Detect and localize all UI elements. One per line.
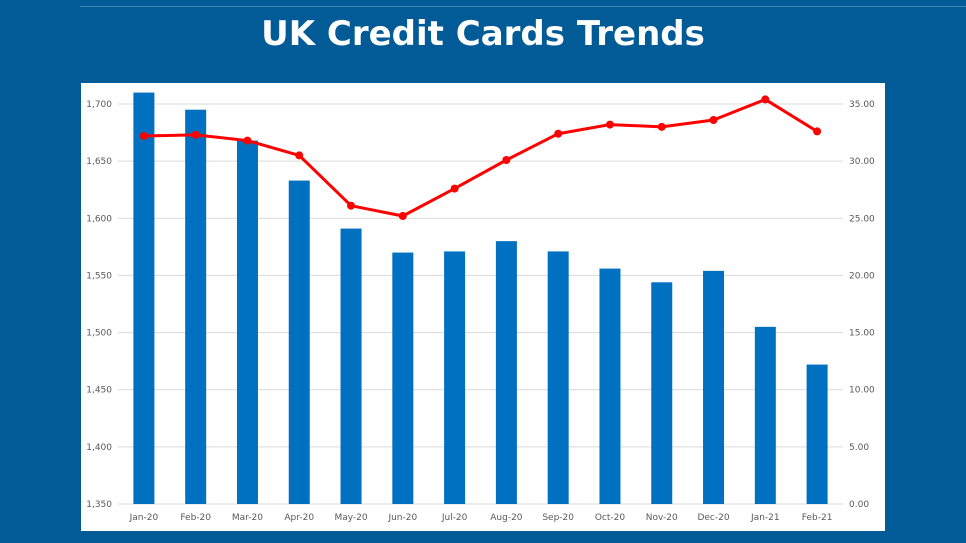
x-axis-tick-label: Feb-20 xyxy=(180,513,211,523)
left-axis-tick-label: 1,400 xyxy=(86,443,112,453)
left-axis-tick-label: 1,600 xyxy=(86,214,112,224)
x-axis-tick-label: Nov-20 xyxy=(646,513,678,523)
x-axis-tick-label: Feb-21 xyxy=(802,513,833,523)
right-axis-tick-label: 15.00 xyxy=(849,329,875,339)
bar xyxy=(703,270,725,504)
bar xyxy=(133,92,155,505)
x-axis-tick-label: Jan-21 xyxy=(750,513,780,523)
left-axis-tick-label: 1,650 xyxy=(86,157,112,167)
right-axis-tick-label: 0.00 xyxy=(849,500,869,510)
x-axis-tick-label: Jan-20 xyxy=(129,513,159,523)
bar xyxy=(754,326,776,504)
line-point xyxy=(657,122,666,131)
right-axis-tick-label: 35.00 xyxy=(849,100,875,110)
bar xyxy=(185,109,207,504)
x-axis-tick-label: Aug-20 xyxy=(490,513,523,523)
left-axis-tick-label: 1,550 xyxy=(86,271,112,281)
left-axis-tick-label: 1,350 xyxy=(86,500,112,510)
x-axis-tick-label: Sep-20 xyxy=(542,513,574,523)
x-axis-tick-label: May-20 xyxy=(334,513,367,523)
left-axis-tick-label: 1,450 xyxy=(86,386,112,396)
bar xyxy=(340,228,362,505)
line-point xyxy=(191,130,200,139)
combo-chart: 1,350 1,400 1,450 1,500 1,550 1,600 1,650 1,700… xyxy=(86,92,875,523)
chart-container: 1,350 1,400 1,450 1,500 1,550 1,600 1,650 1,700… xyxy=(81,83,885,531)
right-axis-tick-label: 30.00 xyxy=(849,157,875,167)
x-axis-tick-label: Mar-20 xyxy=(232,513,263,523)
top-divider xyxy=(80,6,966,7)
right-axis-tick-label: 25.00 xyxy=(849,214,875,224)
left-axis-tick-label: 1,500 xyxy=(86,329,112,339)
line-point xyxy=(243,136,252,145)
line-point xyxy=(502,156,511,164)
left-axis-tick-label: 1,700 xyxy=(86,100,112,110)
line-point xyxy=(450,184,459,193)
x-axis-tick-label: Oct-20 xyxy=(595,513,626,523)
line-series xyxy=(143,97,818,218)
bar xyxy=(599,268,621,504)
bar xyxy=(495,241,517,504)
line-point xyxy=(761,95,770,104)
right-axis-tick-label: 10.00 xyxy=(849,386,875,396)
x-axis-tick-label: Apr-20 xyxy=(284,513,314,523)
line-point xyxy=(295,151,304,160)
bar xyxy=(651,282,673,504)
bar xyxy=(444,251,466,504)
bar xyxy=(547,251,569,504)
bar xyxy=(288,180,310,505)
bar xyxy=(806,364,828,504)
right-axis-tick-label: 20.00 xyxy=(849,271,875,281)
x-axis-tick-label: Jun-20 xyxy=(387,513,417,523)
line-point xyxy=(398,212,407,220)
line-point xyxy=(709,116,718,124)
line-point xyxy=(139,132,148,140)
line-point xyxy=(605,120,614,129)
bar xyxy=(236,140,258,505)
line-point xyxy=(554,129,563,138)
line-point xyxy=(347,201,356,210)
bar xyxy=(392,252,414,504)
line-point xyxy=(813,127,822,136)
page-title: UK Credit Cards Trends xyxy=(261,14,705,54)
x-axis-tick-label: Jul-20 xyxy=(441,513,468,523)
right-axis-tick-label: 5.00 xyxy=(849,443,869,453)
x-axis-tick-label: Dec-20 xyxy=(697,513,729,523)
